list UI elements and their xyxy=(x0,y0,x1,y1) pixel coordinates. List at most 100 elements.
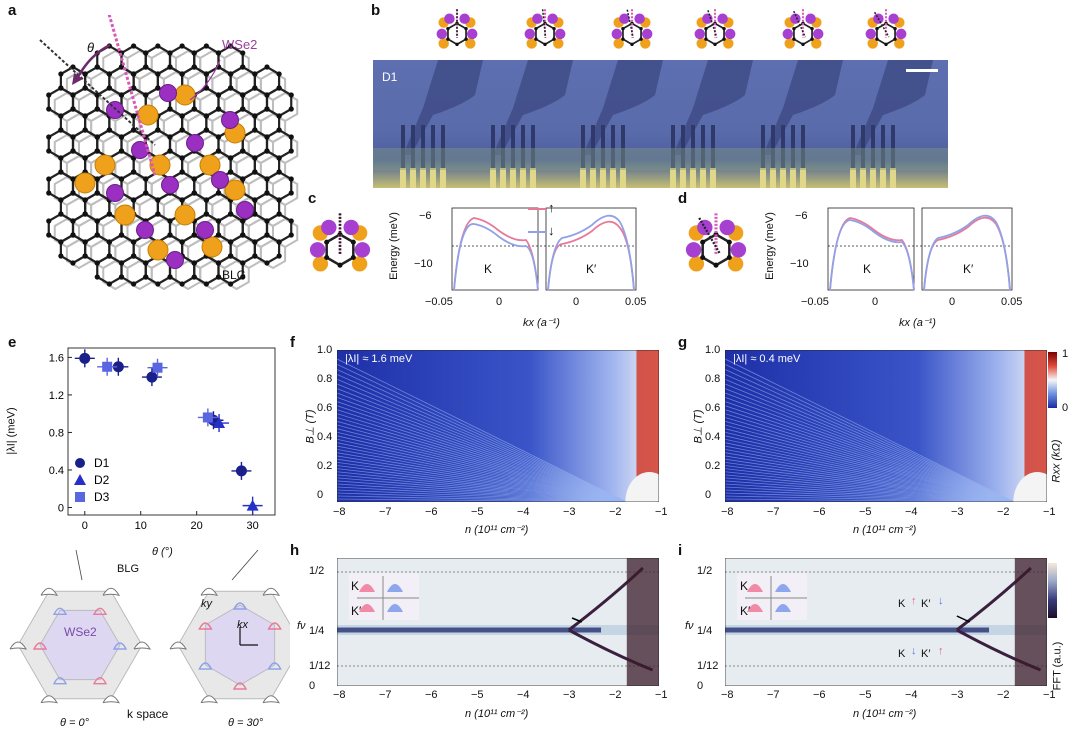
band-axes xyxy=(827,207,1013,291)
contact-finger xyxy=(621,125,625,170)
colorbar-rxx-max: 1 xyxy=(1062,348,1069,360)
se-atom-icon xyxy=(526,38,537,49)
x-tick-h: −2 xyxy=(609,689,622,701)
contact-finger xyxy=(441,125,445,170)
contact-pad xyxy=(710,168,716,188)
landau-level-line xyxy=(337,438,627,502)
landau-level-line xyxy=(337,461,627,502)
landau-level-line xyxy=(337,413,627,502)
blg-valley-pocket xyxy=(262,587,281,597)
landau-level-line xyxy=(337,405,627,502)
w-atom-icon xyxy=(730,242,747,258)
landau-level-line xyxy=(725,378,1015,502)
landau-level-line xyxy=(725,388,1015,502)
landau-level-line xyxy=(725,373,1015,502)
w-atom xyxy=(211,171,229,189)
x-tick-g: −3 xyxy=(951,506,964,518)
y-tick-g: 0.8 xyxy=(705,373,721,385)
contact-pad xyxy=(770,168,776,188)
landau-level-line xyxy=(725,409,1015,502)
landau-level-line xyxy=(725,428,1015,502)
y-tick-g: 0.2 xyxy=(705,460,721,472)
y-tick-f: 0.6 xyxy=(317,402,333,414)
x-tick-i: −3 xyxy=(951,689,964,701)
contact-pad xyxy=(760,168,766,188)
contact-pad xyxy=(510,168,516,188)
contact-pad xyxy=(400,168,406,188)
contact-finger xyxy=(581,125,585,170)
theta-label: θ xyxy=(87,40,95,55)
contact-finger xyxy=(881,125,885,170)
w-atom-icon xyxy=(634,13,645,24)
w-atom xyxy=(136,221,154,239)
h-inset-K: K xyxy=(351,579,360,593)
contact-finger xyxy=(891,125,895,170)
y-tick-label: 0 xyxy=(58,502,64,514)
contact-pad xyxy=(860,168,866,188)
wse2-valley-pocket xyxy=(32,642,48,650)
x-tick-f: −2 xyxy=(609,506,622,518)
data-point-D1 xyxy=(235,465,247,477)
i-inset-K: K xyxy=(740,579,749,593)
y-tick-f: 0.2 xyxy=(317,460,333,472)
contact-finger xyxy=(681,125,685,170)
y-tick-i: 0 xyxy=(697,680,704,692)
landau-level-line xyxy=(337,369,627,502)
band-frame-K xyxy=(451,207,539,291)
inset-pocket xyxy=(387,584,403,592)
contact-finger xyxy=(611,125,615,170)
hexagon-icon-c xyxy=(309,213,371,272)
i-ann-up2: ↑ xyxy=(938,645,944,657)
band-d-ylabel: Energy (meV) xyxy=(763,212,776,280)
w-atom-icon xyxy=(547,13,558,24)
legend-marker xyxy=(74,474,86,485)
landau-level-line xyxy=(337,486,627,502)
band-c-ytick-bot: −10 xyxy=(414,258,433,270)
x-tick-f: −3 xyxy=(563,506,576,518)
w-atom xyxy=(131,141,149,159)
se-atom-icon xyxy=(696,38,707,49)
se-atom-icon xyxy=(727,256,744,272)
se-atom-icon xyxy=(553,38,564,49)
w-atom-icon xyxy=(321,219,337,236)
landau-level-line xyxy=(725,486,1015,502)
landau-level-line xyxy=(337,477,627,502)
contact-finger xyxy=(861,125,865,170)
w-atom-icon xyxy=(611,28,623,40)
wse2-valley-pocket xyxy=(92,676,108,685)
white-region xyxy=(1013,472,1047,502)
x-tick-f: −6 xyxy=(425,506,438,518)
band-c-xtick-3: 0.05 xyxy=(625,296,647,308)
panel-label-g: g xyxy=(678,334,688,351)
y-tick-h: 1/4 xyxy=(309,625,325,637)
blg-label: BLG xyxy=(222,268,247,282)
contact-finger xyxy=(691,125,695,170)
band-d-valley-Kp: K′ xyxy=(963,262,974,276)
contact-finger xyxy=(711,125,715,170)
contact-pad xyxy=(850,168,856,188)
y-axis-label-g: B⊥ (T) xyxy=(692,409,705,444)
band-d-ytick-bot: −10 xyxy=(790,258,809,270)
contact-finger xyxy=(591,125,595,170)
w-atom-icon xyxy=(719,219,735,236)
band-c-valley-Kp: K′ xyxy=(586,262,597,276)
contact-pad xyxy=(880,168,886,188)
band-structure-d xyxy=(827,207,1013,291)
band-frame-Kp xyxy=(545,207,637,291)
x-tick-label: 30 xyxy=(246,520,258,532)
panel-label-d: d xyxy=(678,190,688,207)
x-tick-h: −4 xyxy=(517,689,530,701)
spin-up-band xyxy=(547,220,635,291)
y-tick-i: 1/12 xyxy=(697,660,719,672)
device-micrograph xyxy=(373,60,948,188)
contact-finger xyxy=(771,125,775,170)
band-d-xtick-3: 0.05 xyxy=(1001,296,1023,308)
x-tick-i: −6 xyxy=(813,689,826,701)
w-atom xyxy=(221,111,239,129)
se-atom xyxy=(137,104,159,126)
x-tick-label: 10 xyxy=(135,520,147,532)
spin-up-band xyxy=(923,216,1011,291)
band-c-xlabel: kx (a⁻¹) xyxy=(523,317,560,329)
blg-valley-pocket xyxy=(133,641,152,650)
x-tick-i: −8 xyxy=(721,689,734,701)
